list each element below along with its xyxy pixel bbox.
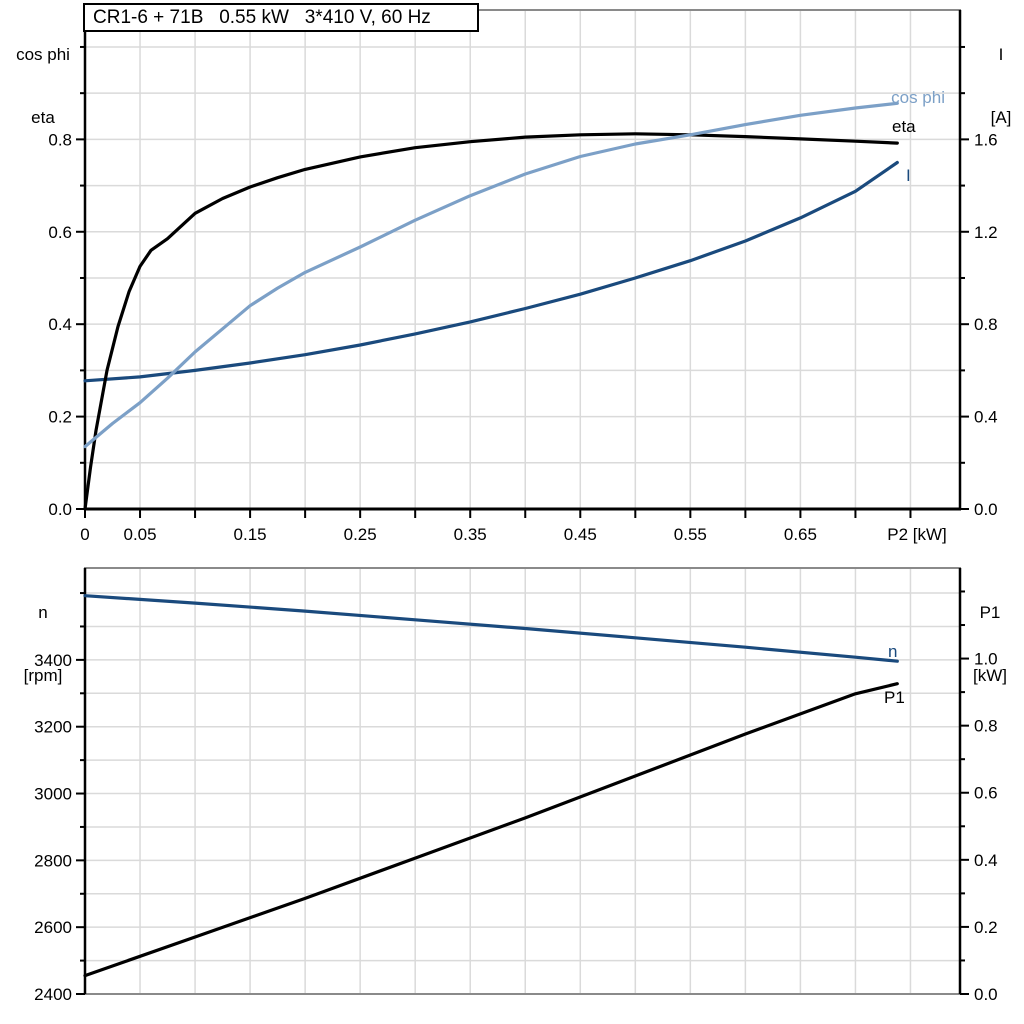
x-axis-tick-label: 0 — [80, 525, 89, 544]
left-axis-tick-label: 0.0 — [48, 500, 72, 519]
right-axis-tick-label: 0.4 — [974, 851, 998, 870]
lower-right-axis-title-line1: P1 — [979, 603, 1001, 622]
motor-efficiency-current-chart: 0.0 0.2 0.4 0.6 0.8 0.0 0.4 0.8 1.2 1.6 0 0.05 0.15 0… — [48, 9, 998, 544]
left-axis-tick-label: 0.4 — [48, 315, 72, 334]
x-axis-tick-label: 0.65 — [784, 525, 817, 544]
lower-right-axis-title: P1 [kW] — [958, 560, 1022, 728]
right-axis-tick-label: 0.8 — [974, 315, 998, 334]
upper-right-axis-title: I [A] — [974, 2, 1024, 170]
eta-curve — [83, 132, 899, 511]
x-axis-tick-label: 0.35 — [454, 525, 487, 544]
left-axis-tick-label: 2800 — [34, 851, 72, 870]
upper-left-axis-title-line1: cos phi — [16, 45, 70, 64]
lower-left-axis-title-line1: n — [38, 603, 48, 622]
eta-curve-label: eta — [892, 117, 916, 136]
x-axis-tick-label: 0.25 — [344, 525, 377, 544]
x-axis-tick-label: 0.45 — [564, 525, 597, 544]
left-axis-tick-label: 0.6 — [48, 223, 72, 242]
upper-left-axis-title: cos phi eta — [4, 2, 82, 170]
left-axis-tick-label: 3200 — [34, 718, 72, 737]
right-axis-tick-label: 1.6 — [974, 130, 998, 149]
speed-input-power-chart: 2400 2600 2800 3000 3200 3400 0.0 0.2 0.4 0.6 0.8 1… — [34, 567, 998, 1004]
n-curve-label: n — [888, 642, 897, 661]
i-curve — [83, 160, 899, 383]
p1-curve-label: P1 — [884, 688, 905, 707]
left-axis-tick-label: 3000 — [34, 785, 72, 804]
right-axis-tick-label: 1.0 — [974, 650, 998, 669]
right-axis-tick-label: 0.4 — [974, 408, 998, 427]
x-axis-tick-label: 0.15 — [234, 525, 267, 544]
right-axis-tick-label: 0.0 — [974, 500, 998, 519]
x-axis-title: P2 [kW] — [887, 525, 947, 544]
right-axis-tick-label: 0.0 — [974, 985, 998, 1004]
right-axis-tick-label: 1.2 — [974, 223, 998, 242]
lower-left-axis-title: n [rpm] — [4, 560, 82, 728]
cos-phi-curve — [83, 101, 899, 449]
right-axis-tick-label: 0.6 — [974, 784, 998, 803]
left-axis-tick-label: 0.8 — [48, 130, 72, 149]
right-axis-tick-label: 0.2 — [974, 918, 998, 937]
cos-phi-curve-label: cos phi — [891, 88, 945, 107]
right-axis-tick-label: 0.8 — [974, 717, 998, 736]
left-axis-tick-label: 2600 — [34, 918, 72, 937]
left-axis-tick-label: 3400 — [34, 651, 72, 670]
chart-title: CR1-6 + 71B 0.55 kW 3*410 V, 60 Hz — [83, 3, 479, 32]
upper-right-axis-title-line1: I — [998, 45, 1004, 64]
lower-right-axis-title-line2: [kW] — [973, 666, 1007, 685]
lower-left-axis-title-line2: [rpm] — [23, 666, 63, 685]
x-axis-tick-label: 0.55 — [674, 525, 707, 544]
p1-curve — [83, 682, 899, 978]
upper-right-axis-title-line2: [A] — [990, 108, 1012, 127]
left-axis-tick-label: 2400 — [34, 985, 72, 1004]
i-curve-label: I — [906, 166, 911, 185]
n-curve — [83, 594, 899, 663]
upper-left-axis-title-line2: eta — [31, 108, 55, 127]
left-axis-tick-label: 0.2 — [48, 408, 72, 427]
x-axis-tick-label: 0.05 — [123, 525, 156, 544]
